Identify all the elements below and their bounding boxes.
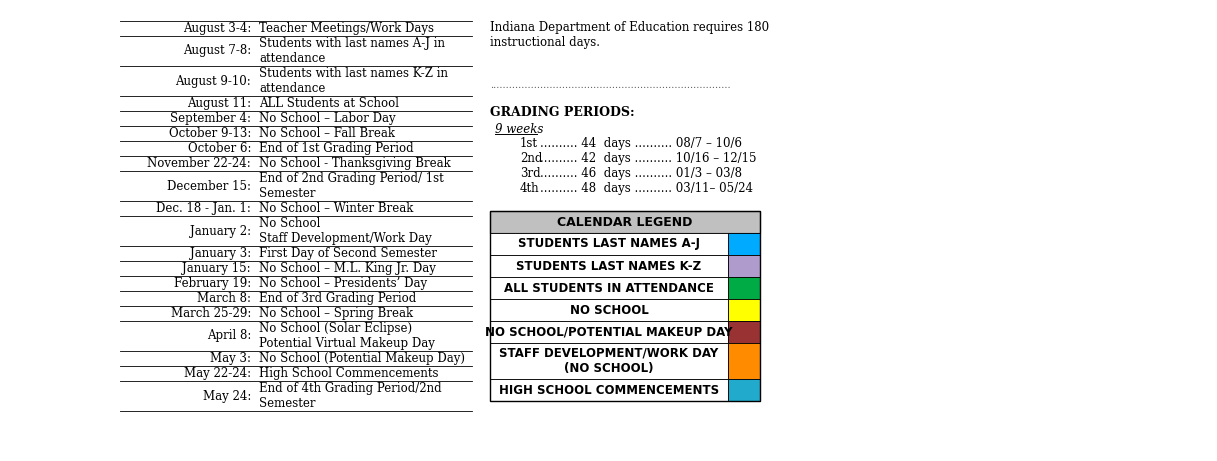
Text: August 9-10:: August 9-10: — [175, 75, 251, 88]
Text: No School – Winter Break: No School – Winter Break — [259, 202, 414, 215]
Text: No School – M.L. King Jr. Day: No School – M.L. King Jr. Day — [259, 262, 436, 275]
Text: December 15:: December 15: — [167, 179, 251, 193]
Text: HIGH SCHOOL COMMENCEMENTS: HIGH SCHOOL COMMENCEMENTS — [499, 384, 719, 396]
Text: Indiana Department of Education requires 180
instructional days.: Indiana Department of Education requires… — [490, 21, 769, 49]
Bar — [728, 343, 759, 379]
Text: Teacher Meetings/Work Days: Teacher Meetings/Work Days — [259, 22, 434, 35]
Text: May 22-24:: May 22-24: — [184, 367, 251, 380]
Text: No School – Fall Break: No School – Fall Break — [259, 127, 396, 140]
Text: NO SCHOOL: NO SCHOOL — [570, 303, 649, 317]
Bar — [490, 277, 728, 299]
Bar — [490, 255, 728, 277]
Text: August 3-4:: August 3-4: — [183, 22, 251, 35]
Bar — [490, 379, 728, 401]
Text: .......... 48  days .......... 03/11– 05/24: .......... 48 days .......... 03/11– 05/… — [540, 182, 753, 195]
Bar — [490, 343, 728, 379]
Text: January 3:: January 3: — [190, 247, 251, 260]
Text: May 24:: May 24: — [202, 390, 251, 402]
Bar — [490, 211, 759, 233]
Text: Dec. 18 - Jan. 1:: Dec. 18 - Jan. 1: — [156, 202, 251, 215]
Text: Students with last names A-J in
attendance: Students with last names A-J in attendan… — [259, 37, 445, 65]
Text: October 6:: October 6: — [187, 142, 251, 155]
Text: January 2:: January 2: — [190, 225, 251, 237]
Text: STUDENTS LAST NAMES A-J: STUDENTS LAST NAMES A-J — [518, 237, 700, 250]
Bar — [728, 379, 759, 401]
Text: October 9-13:: October 9-13: — [169, 127, 251, 140]
Text: 1st: 1st — [520, 137, 538, 150]
Text: ALL STUDENTS IN ATTENDANCE: ALL STUDENTS IN ATTENDANCE — [504, 282, 714, 295]
Text: .......... 42  days .......... 10/16 – 12/15: .......... 42 days .......... 10/16 – 12… — [540, 152, 757, 165]
Text: September 4:: September 4: — [170, 112, 251, 125]
Text: April 8:: April 8: — [207, 330, 251, 343]
Text: March 8:: March 8: — [197, 292, 251, 305]
Text: January 15:: January 15: — [183, 262, 251, 275]
Bar — [490, 233, 728, 255]
Text: End of 4th Grading Period/2nd
Semester: End of 4th Grading Period/2nd Semester — [259, 382, 442, 410]
Text: No School – Spring Break: No School – Spring Break — [259, 307, 413, 320]
Text: 2nd: 2nd — [520, 152, 543, 165]
Bar — [728, 255, 759, 277]
Text: No School (Solar Eclipse)
Potential Virtual Makeup Day: No School (Solar Eclipse) Potential Virt… — [259, 322, 434, 350]
Text: February 19:: February 19: — [174, 277, 251, 290]
Bar — [490, 299, 728, 321]
Text: May 3:: May 3: — [211, 352, 251, 365]
Text: November 22-24:: November 22-24: — [147, 157, 251, 170]
Text: No School (Potential Makeup Day): No School (Potential Makeup Day) — [259, 352, 465, 365]
Text: 3rd: 3rd — [520, 167, 540, 180]
Text: March 25-29:: March 25-29: — [170, 307, 251, 320]
Bar — [490, 211, 759, 401]
Bar — [490, 321, 728, 343]
Text: First Day of Second Semester: First Day of Second Semester — [259, 247, 437, 260]
Text: 4th: 4th — [520, 182, 539, 195]
Text: No School
Staff Development/Work Day: No School Staff Development/Work Day — [259, 217, 432, 245]
Text: .......... 44  days .......... 08/7 – 10/6: .......... 44 days .......... 08/7 – 10/… — [540, 137, 742, 150]
Bar — [728, 233, 759, 255]
Text: No School - Thanksgiving Break: No School - Thanksgiving Break — [259, 157, 450, 170]
Text: .......... 46  days .......... 01/3 – 03/8: .......... 46 days .......... 01/3 – 03/… — [540, 167, 742, 180]
Text: August 7-8:: August 7-8: — [183, 45, 251, 58]
Text: End of 2nd Grading Period/ 1st
Semester: End of 2nd Grading Period/ 1st Semester — [259, 172, 444, 200]
Text: August 11:: August 11: — [187, 97, 251, 110]
Bar — [728, 299, 759, 321]
Text: End of 3rd Grading Period: End of 3rd Grading Period — [259, 292, 416, 305]
Text: 9 weeks: 9 weeks — [495, 123, 543, 136]
Text: High School Commencements: High School Commencements — [259, 367, 438, 380]
Text: CALENDAR LEGEND: CALENDAR LEGEND — [557, 215, 692, 229]
Text: ALL Students at School: ALL Students at School — [259, 97, 399, 110]
Text: GRADING PERIODS:: GRADING PERIODS: — [490, 106, 634, 119]
Text: No School – Labor Day: No School – Labor Day — [259, 112, 396, 125]
Bar — [728, 277, 759, 299]
Bar — [728, 321, 759, 343]
Text: STAFF DEVELOPMENT/WORK DAY
(NO SCHOOL): STAFF DEVELOPMENT/WORK DAY (NO SCHOOL) — [499, 347, 718, 375]
Text: No School – Presidents’ Day: No School – Presidents’ Day — [259, 277, 427, 290]
Text: NO SCHOOL/POTENTIAL MAKEUP DAY: NO SCHOOL/POTENTIAL MAKEUP DAY — [486, 325, 733, 338]
Text: Students with last names K-Z in
attendance: Students with last names K-Z in attendan… — [259, 67, 448, 95]
Text: .............................................................................: ........................................… — [490, 82, 730, 90]
Text: STUDENTS LAST NAMES K-Z: STUDENTS LAST NAMES K-Z — [516, 260, 701, 272]
Text: End of 1st Grading Period: End of 1st Grading Period — [259, 142, 414, 155]
